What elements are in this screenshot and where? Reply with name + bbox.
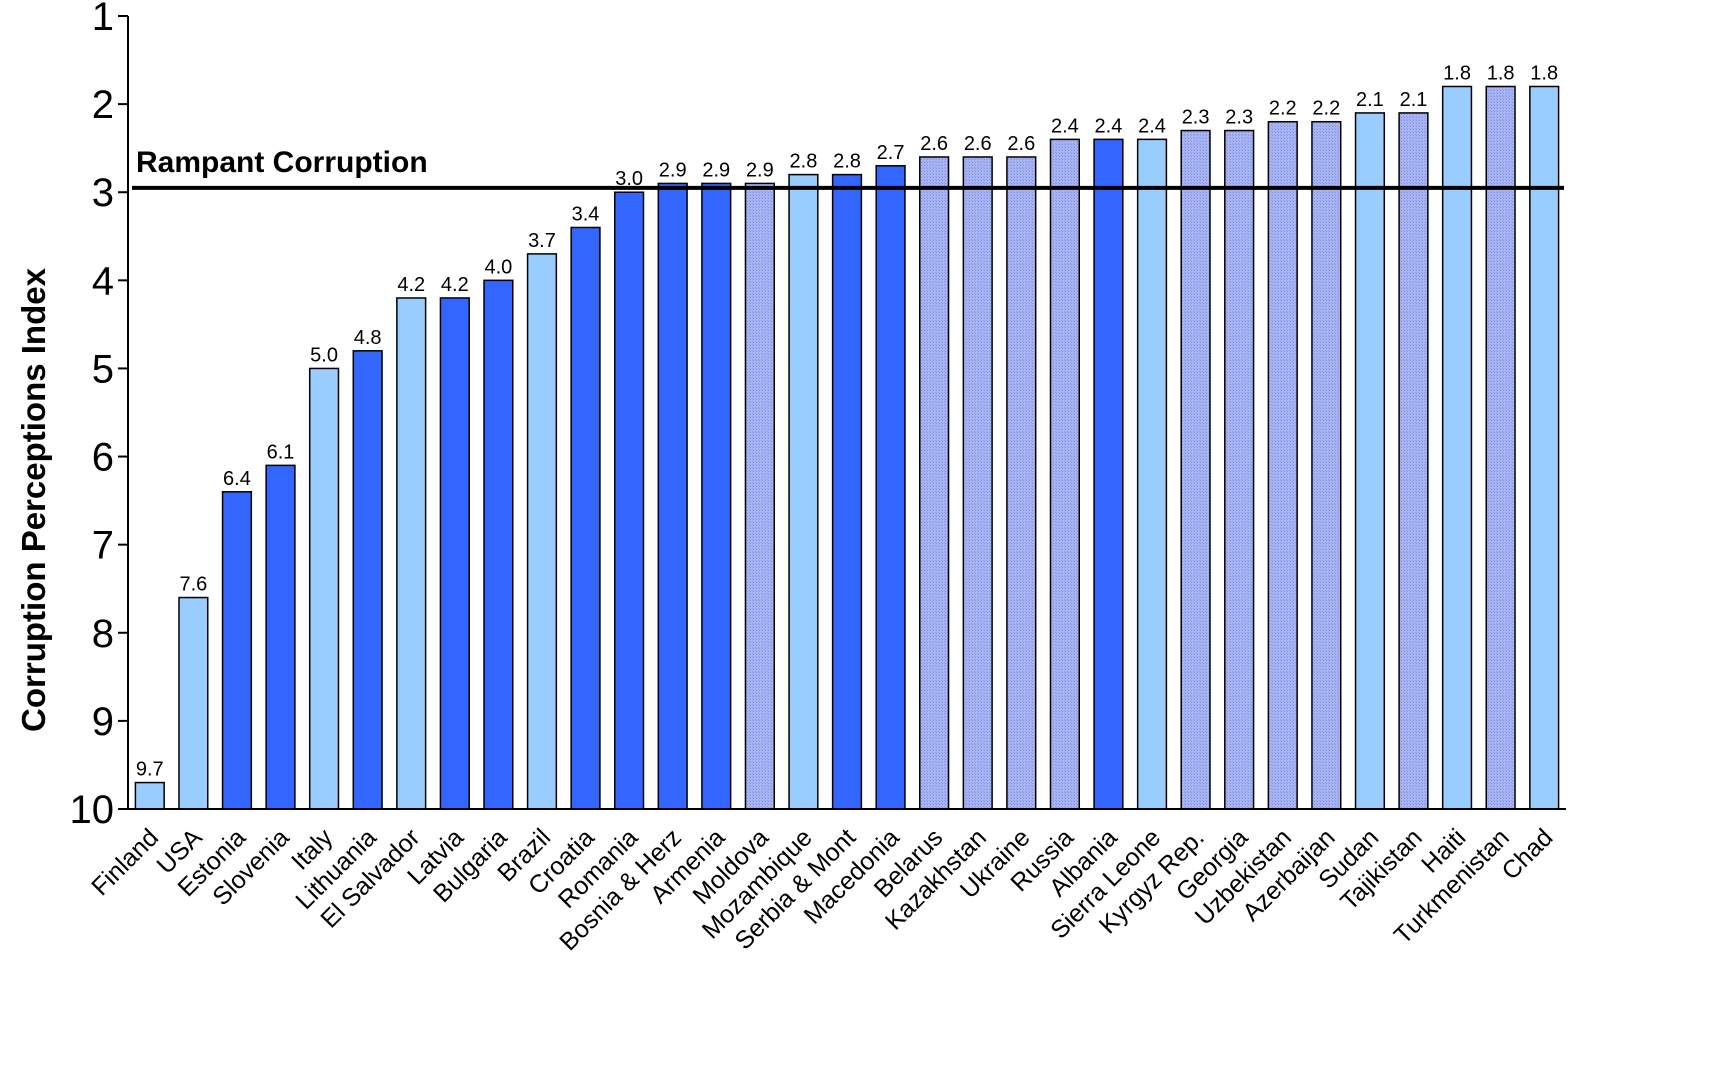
value-label: 2.6: [964, 133, 992, 155]
value-label: 6.4: [223, 468, 251, 490]
bars: [134, 85, 1560, 810]
bar-slovenia: [265, 464, 296, 810]
bar-sierra-leone: [1136, 138, 1168, 810]
value-label: 2.9: [659, 159, 687, 181]
value-label: 2.1: [1356, 89, 1384, 111]
bar-lithuania: [352, 350, 383, 810]
value-label: 3.4: [572, 203, 600, 225]
bar-el-salvador: [396, 297, 427, 810]
value-label: 4.8: [354, 327, 382, 349]
value-label: 2.9: [702, 159, 730, 181]
value-label: 2.4: [1051, 115, 1079, 137]
value-label: 2.7: [877, 142, 905, 164]
bar-macedonia: [875, 165, 906, 810]
bar-mozambique: [788, 173, 819, 810]
bar-kazakhstan: [962, 156, 993, 810]
value-label: 1.8: [1443, 62, 1471, 84]
value-label: 9.7: [136, 759, 164, 781]
bar-moldova: [744, 182, 775, 810]
bar-romania: [613, 191, 645, 810]
category-label: Chad: [1496, 823, 1558, 885]
threshold-label: Rampant Corruption: [136, 146, 428, 179]
value-label: 2.3: [1182, 107, 1210, 129]
y-tick-label: 6: [92, 436, 114, 480]
value-label: 7.6: [179, 574, 207, 596]
value-labels: 9.7 7.6 6.4 6.1 5.0 4.8 4.2 4.2 4.0 3.7 3.4 3.0 2.9 2…: [136, 62, 1558, 780]
bar-estonia: [221, 491, 253, 810]
value-label: 2.9: [746, 159, 774, 181]
bar-armenia: [701, 182, 732, 810]
category-label: Finland: [86, 823, 164, 901]
y-tick-label: 1: [92, 0, 114, 39]
value-label: 5.0: [310, 344, 338, 366]
bar-azerbaijan: [1311, 120, 1342, 810]
value-label: 1.8: [1487, 62, 1515, 84]
value-label: 2.4: [1138, 115, 1166, 137]
y-tick-label: 3: [92, 171, 114, 215]
value-label: 2.8: [833, 151, 861, 173]
value-label: 2.8: [790, 151, 818, 173]
bar-kyrgyz-rep: [1180, 129, 1211, 810]
value-label: 4.2: [441, 274, 469, 296]
value-label: 3.0: [615, 168, 643, 190]
bar-usa: [178, 596, 209, 810]
bar-finland: [134, 781, 165, 810]
y-axis-title: Corruption Perceptions Index: [15, 267, 52, 732]
value-label: 2.4: [1095, 115, 1123, 137]
bar-croatia: [570, 226, 601, 810]
value-label: 3.7: [528, 230, 556, 252]
value-label: 1.8: [1530, 62, 1558, 84]
bar-tajikistan: [1398, 112, 1429, 810]
y-axis-ticks: 1 2 3 4 5 6 7 8 9 10: [70, 0, 128, 832]
y-tick-label: 9: [92, 700, 114, 744]
y-tick-label: 10: [70, 788, 115, 832]
bar-russia: [1049, 138, 1081, 810]
bar-sudan: [1354, 112, 1386, 810]
bar-bosnia-herz: [657, 182, 688, 810]
value-label: 2.2: [1312, 98, 1340, 120]
bar-chad: [1529, 85, 1560, 810]
y-tick-label: 8: [92, 612, 114, 656]
bar-bulgaria: [483, 279, 514, 810]
bar-ukraine: [1006, 156, 1037, 810]
bar-belarus: [919, 156, 950, 810]
bar-haiti: [1441, 85, 1473, 810]
bar-latvia: [439, 297, 470, 810]
value-label: 2.1: [1400, 89, 1428, 111]
value-label: 4.2: [397, 274, 425, 296]
bar-albania: [1093, 138, 1124, 810]
value-label: 2.3: [1225, 107, 1253, 129]
bar-uzbekistan: [1267, 120, 1298, 810]
value-label: 6.1: [267, 441, 295, 463]
bar-serbia-mont: [831, 173, 863, 810]
value-label: 2.6: [1007, 133, 1035, 155]
y-tick-label: 5: [92, 347, 114, 391]
value-label: 4.0: [484, 256, 512, 278]
x-axis-labels: FinlandUSAEstoniaSloveniaItalyLithuaniaE…: [86, 823, 1558, 956]
bar-brazil: [526, 253, 558, 810]
bar-turkmenistan: [1485, 85, 1516, 810]
value-label: 2.6: [920, 133, 948, 155]
y-tick-label: 4: [92, 259, 114, 303]
y-tick-label: 7: [92, 524, 114, 568]
bar-georgia: [1224, 129, 1255, 810]
bar-italy: [308, 367, 340, 810]
value-label: 2.2: [1269, 98, 1297, 120]
y-tick-label: 2: [92, 83, 114, 127]
